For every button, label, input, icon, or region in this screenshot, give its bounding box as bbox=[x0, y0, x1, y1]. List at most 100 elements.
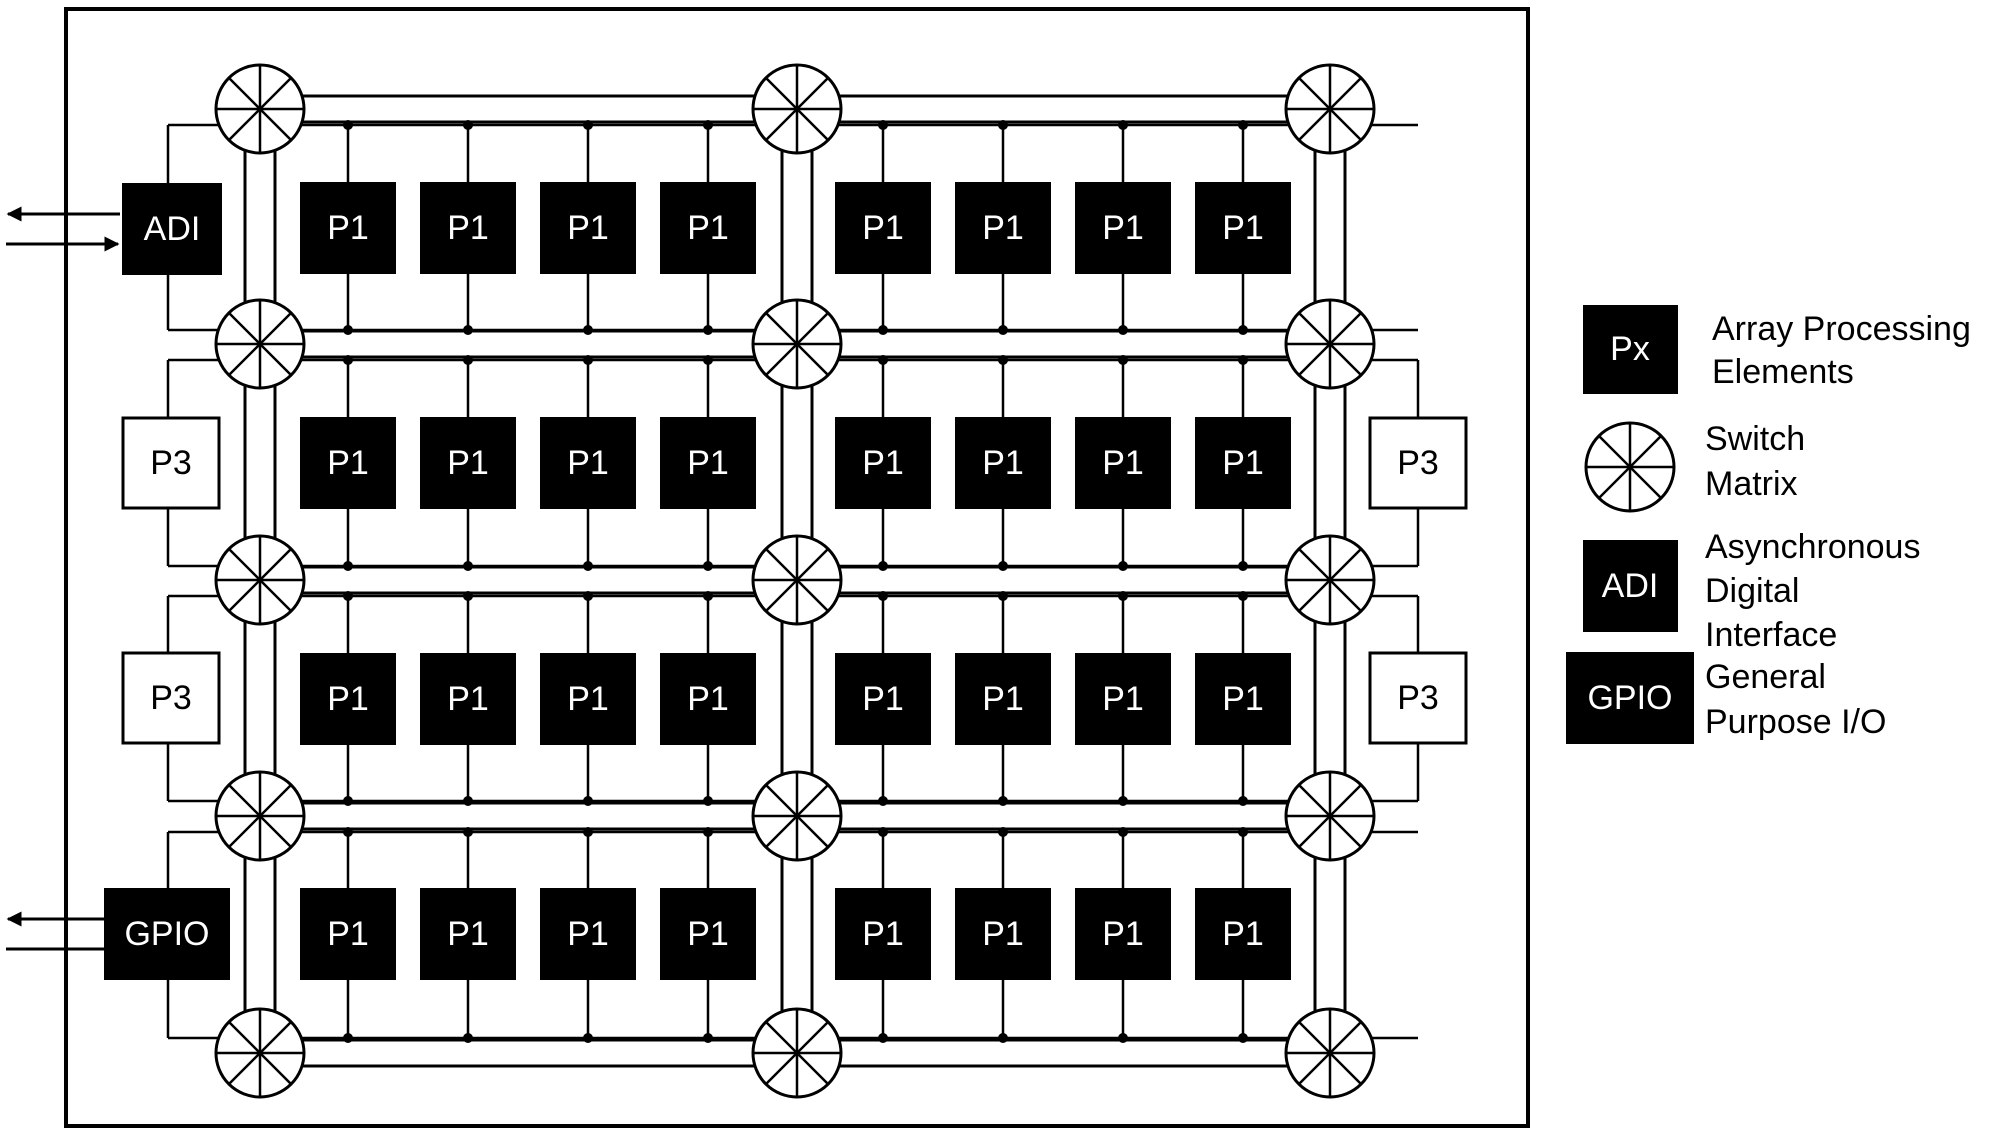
switch-matrix-icon bbox=[751, 63, 843, 155]
p1-block-label: P1 bbox=[1102, 209, 1144, 247]
p1-block: P1 bbox=[540, 888, 636, 980]
processing-blocks: P1 P1 P1 P1 P1 P1 P1 P1 P1 P1 P1 P1 P1 P1 P1 P1 P1 P1 P1 P1… bbox=[104, 182, 1468, 980]
junction-dot bbox=[1238, 561, 1248, 571]
junction-dot bbox=[463, 325, 473, 335]
legend-gpio-box bbox=[1566, 652, 1694, 744]
junction-dot bbox=[998, 796, 1008, 806]
junction-dot bbox=[703, 325, 713, 335]
p3-block: P3 bbox=[121, 416, 221, 510]
gpio-block: GPIO bbox=[104, 888, 230, 980]
p1-block-label: P1 bbox=[1102, 444, 1144, 482]
junction-dot bbox=[343, 120, 353, 130]
gpio-block-label: GPIO bbox=[124, 915, 209, 953]
switch-matrix-icon bbox=[214, 770, 306, 862]
junction-dot bbox=[343, 827, 353, 837]
p1-block: P1 bbox=[955, 417, 1051, 509]
legend-gpio-text-1: General bbox=[1705, 658, 1826, 696]
switch-matrix-icon bbox=[214, 298, 306, 390]
p3-block: P3 bbox=[1368, 416, 1468, 510]
junction-dot bbox=[998, 355, 1008, 365]
p1-block: P1 bbox=[1195, 888, 1291, 980]
junction-dot bbox=[583, 561, 593, 571]
legend-adi-box-label: ADI bbox=[1602, 567, 1659, 605]
junction-dot bbox=[583, 796, 593, 806]
junction-dot bbox=[703, 1033, 713, 1043]
p1-block-label: P1 bbox=[862, 915, 904, 953]
p1-block: P1 bbox=[955, 888, 1051, 980]
p1-block-label: P1 bbox=[1222, 680, 1264, 718]
junction-dot bbox=[1118, 796, 1128, 806]
junction-dot bbox=[1118, 355, 1128, 365]
p1-block: P1 bbox=[540, 182, 636, 274]
junction-dot bbox=[998, 1033, 1008, 1043]
legend-gpio-text-2: Purpose I/O bbox=[1705, 703, 1886, 741]
p3-block-label: P3 bbox=[1397, 444, 1439, 482]
legend-switch-symbol bbox=[1584, 421, 1676, 513]
p1-block-label: P1 bbox=[862, 680, 904, 718]
junction-dot bbox=[343, 796, 353, 806]
legend-adi-text-1: Asynchronous bbox=[1705, 528, 1920, 566]
p1-block-label: P1 bbox=[687, 680, 729, 718]
p1-block-label: P1 bbox=[447, 915, 489, 953]
junction-dot bbox=[878, 827, 888, 837]
switch-matrix-icon bbox=[214, 534, 306, 626]
p1-block-label: P1 bbox=[1222, 915, 1264, 953]
switch-matrix-icon bbox=[1284, 534, 1376, 626]
legend-adi-text-2: Digital bbox=[1705, 572, 1799, 610]
p1-block-label: P1 bbox=[567, 915, 609, 953]
p1-block-label: P1 bbox=[447, 680, 489, 718]
junction-dot bbox=[1238, 120, 1248, 130]
p1-block: P1 bbox=[300, 182, 396, 274]
p1-block-label: P1 bbox=[327, 444, 369, 482]
legend-adi-text-3: Interface bbox=[1705, 616, 1837, 654]
junction-dot bbox=[583, 325, 593, 335]
junction-dot bbox=[1118, 561, 1128, 571]
junction-dot bbox=[583, 355, 593, 365]
junction-dot bbox=[343, 355, 353, 365]
p1-block-label: P1 bbox=[982, 680, 1024, 718]
junction-dot bbox=[1238, 591, 1248, 601]
p3-block: P3 bbox=[1368, 651, 1468, 745]
p1-block: P1 bbox=[955, 182, 1051, 274]
junction-dot bbox=[1238, 355, 1248, 365]
junction-dot bbox=[463, 561, 473, 571]
p1-block-label: P1 bbox=[687, 444, 729, 482]
junction-dot bbox=[998, 561, 1008, 571]
p1-block: P1 bbox=[540, 653, 636, 745]
junction-dot bbox=[998, 325, 1008, 335]
junction-dot bbox=[998, 827, 1008, 837]
p3-block-label: P3 bbox=[150, 444, 192, 482]
p3-block: P3 bbox=[121, 651, 221, 745]
switch-matrix-icon bbox=[1284, 770, 1376, 862]
p1-block: P1 bbox=[1075, 653, 1171, 745]
p1-block-label: P1 bbox=[327, 915, 369, 953]
p1-block: P1 bbox=[835, 653, 931, 745]
junction-dot bbox=[463, 1033, 473, 1043]
legend-adi-box bbox=[1583, 540, 1678, 632]
junction-dot bbox=[703, 796, 713, 806]
p1-block: P1 bbox=[835, 182, 931, 274]
p1-block-label: P1 bbox=[687, 209, 729, 247]
junction-dot bbox=[878, 120, 888, 130]
junction-dot bbox=[878, 796, 888, 806]
junction-dot bbox=[1238, 325, 1248, 335]
junction-dot bbox=[1118, 591, 1128, 601]
switch-matrix-icon bbox=[751, 298, 843, 390]
p1-block: P1 bbox=[420, 417, 516, 509]
junction-dot bbox=[343, 325, 353, 335]
p1-block: P1 bbox=[300, 653, 396, 745]
junction-dot bbox=[583, 827, 593, 837]
junction-dot bbox=[1238, 796, 1248, 806]
p1-block: P1 bbox=[660, 417, 756, 509]
p1-block-label: P1 bbox=[982, 444, 1024, 482]
junction-dot bbox=[583, 591, 593, 601]
junction-dot bbox=[878, 1033, 888, 1043]
p1-block-label: P1 bbox=[567, 209, 609, 247]
junction-dot bbox=[1118, 1033, 1128, 1043]
p1-block: P1 bbox=[300, 417, 396, 509]
legend-px-box bbox=[1583, 305, 1678, 394]
p1-block-label: P1 bbox=[447, 209, 489, 247]
p1-block-label: P1 bbox=[1222, 444, 1264, 482]
p1-block: P1 bbox=[835, 888, 931, 980]
